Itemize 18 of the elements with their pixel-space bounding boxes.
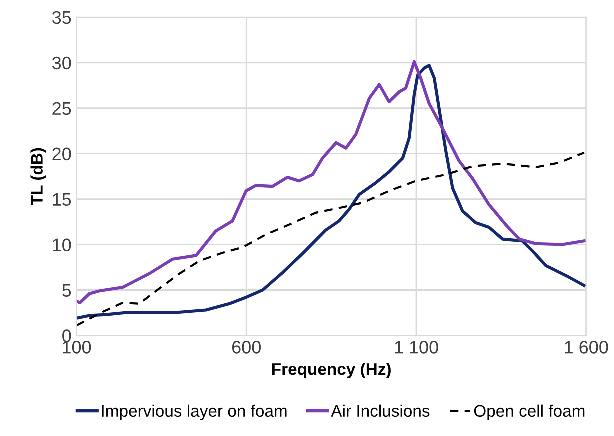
y-tick-label: 25: [52, 102, 72, 116]
legend-label: Impervious layer on foam: [102, 404, 287, 420]
legend-label: Air Inclusions: [331, 404, 430, 418]
legend-label: Open cell foam: [474, 404, 585, 420]
x-tick-label: 1 600: [565, 341, 608, 354]
y-tick-label: 15: [53, 193, 72, 206]
x-tick-label: 600: [232, 341, 261, 354]
y-tick-label: 35: [52, 11, 72, 24]
y-tick-label: 10: [53, 238, 72, 252]
x-tick-label: 100: [63, 341, 92, 354]
y-tick-label: 20: [52, 148, 72, 161]
x-axis-title: Frequency (Hz): [272, 362, 391, 379]
y-tick-label: 5: [62, 284, 72, 297]
y-axis-title: TL (dB): [30, 148, 46, 206]
x-tick-label: 1 100: [395, 341, 438, 354]
y-tick-label: 0: [62, 330, 72, 342]
line-series: [76, 152, 586, 327]
y-tick-label: 30: [52, 56, 72, 70]
